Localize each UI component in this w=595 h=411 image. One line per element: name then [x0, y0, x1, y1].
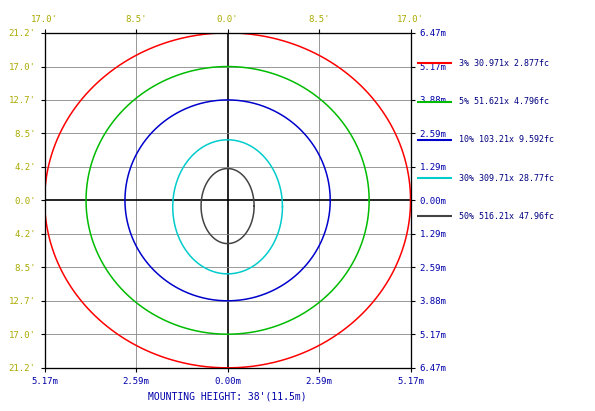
Text: 10% 103.21x 9.592fc: 10% 103.21x 9.592fc	[459, 135, 555, 144]
Text: 5% 51.621x 4.796fc: 5% 51.621x 4.796fc	[459, 97, 549, 106]
X-axis label: MOUNTING HEIGHT: 38'(11.5m): MOUNTING HEIGHT: 38'(11.5m)	[148, 391, 307, 402]
Text: 30% 309.71x 28.77fc: 30% 309.71x 28.77fc	[459, 173, 555, 182]
Text: 50% 516.21x 47.96fc: 50% 516.21x 47.96fc	[459, 212, 555, 221]
Text: 3% 30.971x 2.877fc: 3% 30.971x 2.877fc	[459, 59, 549, 68]
